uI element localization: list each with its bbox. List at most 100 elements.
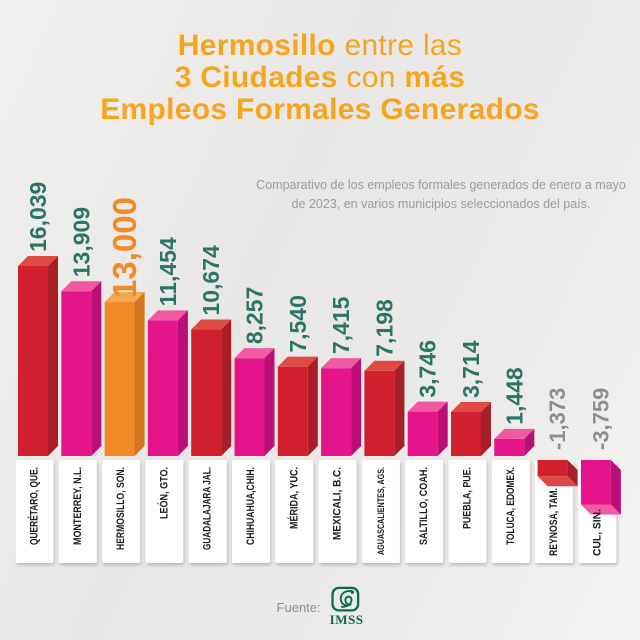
bar-value-label: 1,448	[501, 367, 527, 425]
imss-logo: IMSS	[330, 586, 364, 628]
bar-front-face	[104, 302, 135, 456]
bar	[61, 281, 102, 456]
bar-side-face	[567, 460, 578, 487]
bar-side-face	[481, 402, 491, 456]
bar-side-face	[48, 256, 58, 456]
bar-label-box	[275, 460, 314, 563]
source-footer: Fuente: IMSS	[0, 586, 640, 628]
bar-side-face	[177, 310, 188, 456]
bar-top-face	[494, 428, 535, 439]
bar	[234, 348, 275, 456]
bars	[18, 256, 621, 515]
bar-label-box	[15, 460, 54, 563]
bar-value-label: 7,415	[328, 296, 354, 354]
bar	[407, 401, 448, 456]
value-labels: 16,039 13,909 13,000 11,454 10,674 8,257 7,540…	[25, 182, 613, 450]
bar-label-box	[318, 460, 357, 563]
bar-label-box	[145, 460, 184, 563]
bar-label-box	[102, 460, 141, 563]
bar	[494, 428, 535, 456]
bar-label-box	[405, 460, 444, 563]
source-name: IMSS	[329, 612, 364, 627]
bar	[147, 310, 188, 456]
bar	[364, 360, 405, 456]
bar-top-face	[147, 310, 188, 321]
bar-top-face	[104, 292, 145, 303]
bar-top-face	[61, 281, 102, 292]
bar-value-label: 7,540	[285, 295, 311, 353]
bar-value-label: 8,257	[242, 287, 268, 345]
bar-value-label: 10,674	[198, 245, 224, 316]
bar-top-face	[191, 319, 232, 330]
page-title: Hermosillo entre las 3 Ciudades con más …	[0, 30, 640, 126]
city-label: CHIHUAHUA,CHIH.	[245, 467, 257, 545]
city-label: TOLUCA, EDOMEX.	[505, 467, 517, 545]
city-label: PUEBLA, PUE.	[462, 467, 474, 529]
title-con: con	[346, 61, 396, 94]
bar	[321, 358, 362, 456]
chart-subtitle: Comparativo de los empleos formales gene…	[256, 178, 626, 212]
bar-value-label: 13,909	[68, 207, 94, 277]
bar	[451, 402, 491, 456]
bar-value-label: 13,000	[106, 197, 143, 298]
bar-side-face	[307, 356, 318, 456]
bar	[104, 292, 145, 456]
bar-front-face	[277, 366, 308, 456]
bar-value-label: 11,454	[155, 237, 181, 306]
bar-side-face	[91, 281, 102, 456]
bar-top-face	[277, 356, 318, 367]
bar-front-face	[321, 368, 352, 456]
bar-front-face	[61, 291, 92, 456]
bar-side-face	[394, 360, 405, 456]
bar	[18, 256, 58, 456]
city-label: REYNOSA, TAM.	[548, 488, 560, 556]
bar-value-label: 3,746	[415, 340, 441, 398]
bar-front-face	[451, 412, 481, 456]
bar-bottom-face	[537, 476, 578, 487]
title-highlight-city: Hermosillo	[177, 29, 336, 62]
bar-top-face	[18, 256, 58, 266]
category-label-boxes	[15, 460, 617, 563]
bar-side-face	[437, 401, 448, 456]
bar-top-face	[407, 401, 448, 412]
bar-side-face	[610, 460, 621, 515]
bar-value-label: -3,759	[588, 388, 613, 450]
imss-eagle-icon	[331, 586, 360, 612]
city-label: MONTERREY, N.L.	[72, 467, 84, 545]
city-label: SALTILLO, COAH.	[418, 467, 430, 545]
bar-top-face	[234, 348, 275, 359]
bar-side-face	[264, 348, 275, 456]
city-label: QUERÉTARO, QUE.	[28, 467, 41, 545]
bar-side-face	[221, 319, 232, 456]
bar-label-box	[232, 460, 270, 563]
bar-front-face	[580, 460, 611, 505]
title-line-2: 3 Ciudades con más	[0, 62, 640, 94]
bar-top-face	[451, 402, 491, 413]
title-line1-rest: entre las	[344, 29, 463, 62]
title-mas: más	[404, 61, 466, 94]
title-line-3: Empleos Formales Generados	[100, 93, 540, 126]
city-label: LEÓN, GTO.	[157, 467, 170, 519]
bar-label-box	[448, 460, 487, 563]
bar-bottom-face	[580, 504, 621, 515]
city-label: GUADALAJARA JAL.	[202, 467, 214, 550]
bar-label-box	[58, 460, 97, 563]
bar-front-face	[494, 438, 525, 456]
bar-top-face	[321, 358, 362, 369]
city-label: CUL, SIN.	[591, 509, 603, 556]
bar-front-face	[18, 266, 48, 456]
bar-front-face	[407, 411, 438, 456]
source-label: Fuente:	[276, 599, 321, 615]
bar	[277, 356, 318, 456]
category-labels: QUERÉTARO, QUE. MONTERREY, N.L. HERMOSILLO…	[28, 467, 604, 556]
bar-side-face	[351, 358, 362, 456]
bar-value-label: -1,373	[545, 388, 570, 450]
bar-label-box	[361, 460, 400, 563]
bar-label-box	[188, 460, 227, 563]
title-line-1: Hermosillo entre las	[0, 30, 640, 62]
city-label: HERMOSILLO, SON.	[115, 467, 127, 550]
bar-side-face	[134, 292, 145, 456]
bar-label-box	[491, 460, 530, 563]
